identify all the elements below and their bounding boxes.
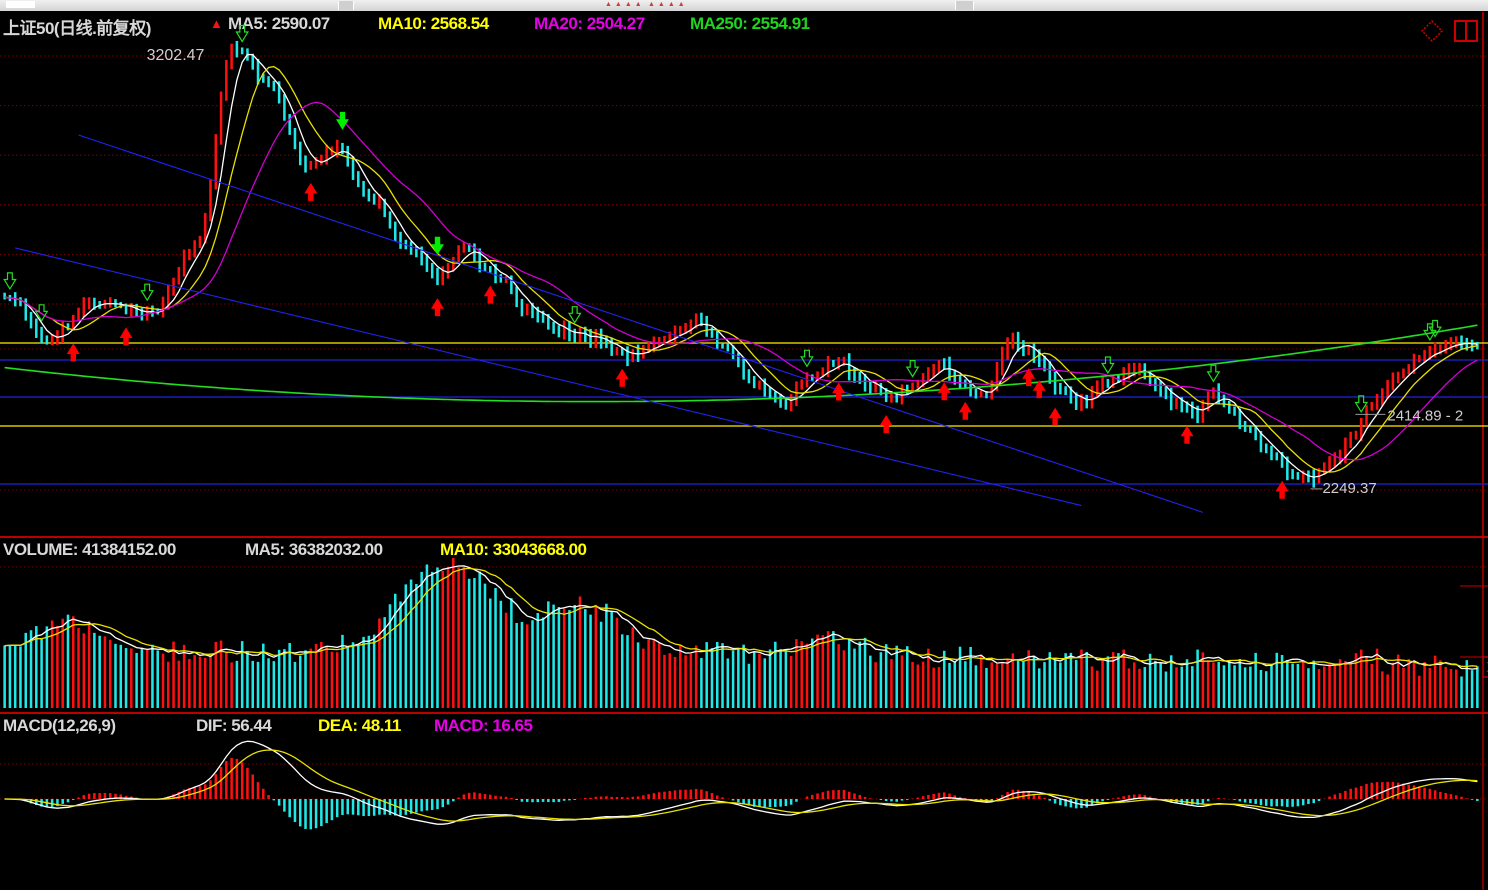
svg-text:2414.89 - 2: 2414.89 - 2 (1387, 407, 1463, 424)
svg-text:3202.47: 3202.47 (147, 47, 205, 64)
svg-text:2249.37: 2249.37 (1322, 480, 1376, 497)
